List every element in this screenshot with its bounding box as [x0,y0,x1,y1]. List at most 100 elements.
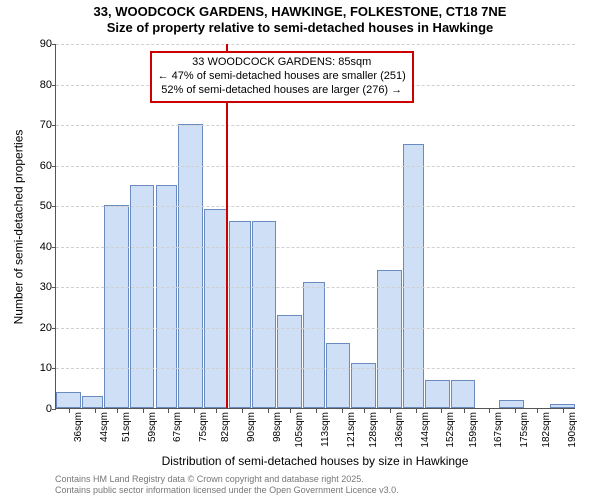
y-tick-mark [52,328,56,329]
x-tick-label: 167sqm [493,412,504,448]
y-tick-mark [52,368,56,369]
x-tick-label: 121sqm [346,412,357,448]
bar [229,221,250,408]
x-tick-label: 75sqm [198,412,209,442]
x-tick-label: 128sqm [368,412,379,448]
x-tick-label: 159sqm [468,412,479,448]
x-tick-mark [563,409,564,413]
grid-line [56,125,575,126]
y-tick-mark [52,409,56,410]
x-tick-label: 82sqm [220,412,231,442]
chart-footer: Contains HM Land Registry data © Crown c… [55,474,399,496]
info-box-line-2: ← 47% of semi-detached houses are smalle… [158,70,406,84]
y-tick-mark [52,166,56,167]
x-tick-mark [537,409,538,413]
y-tick-mark [52,247,56,248]
x-tick-label: 44sqm [99,412,110,442]
grid-line [56,368,575,369]
x-tick-label: 67sqm [172,412,183,442]
x-tick-mark [216,409,217,413]
grid-line [56,287,575,288]
bar [252,221,277,408]
x-tick-mark [441,409,442,413]
x-tick-mark [464,409,465,413]
x-tick-label: 144sqm [420,412,431,448]
y-tick-label: 20 [28,322,52,334]
x-tick-label: 175sqm [519,412,530,448]
bar [56,392,81,408]
bar [425,380,450,408]
title-line-1: 33, WOODCOCK GARDENS, HAWKINGE, FOLKESTO… [0,4,600,20]
grid-line [56,206,575,207]
x-tick-mark [489,409,490,413]
histogram-chart: 33, WOODCOCK GARDENS, HAWKINGE, FOLKESTO… [0,0,600,500]
bar [451,380,476,408]
grid-line [56,328,575,329]
x-tick-label: 36sqm [73,412,84,442]
x-tick-mark [515,409,516,413]
y-tick-label: 50 [28,200,52,212]
x-tick-label: 59sqm [147,412,158,442]
x-tick-mark [390,409,391,413]
y-tick-mark [52,85,56,86]
x-axis-label: Distribution of semi-detached houses by … [55,454,575,468]
x-tick-label: 136sqm [394,412,405,448]
title-line-2: Size of property relative to semi-detach… [0,20,600,36]
y-tick-label: 0 [28,403,52,415]
plot-area: 010203040506070809036sqm44sqm51sqm59sqm6… [55,44,575,409]
x-tick-mark [95,409,96,413]
x-tick-label: 90sqm [246,412,257,442]
bar [104,205,129,408]
x-tick-label: 152sqm [445,412,456,448]
info-box-line-3: 52% of semi-detached houses are larger (… [158,84,406,98]
grid-line [56,247,575,248]
x-tick-mark [168,409,169,413]
x-tick-label: 105sqm [294,412,305,448]
y-tick-mark [52,206,56,207]
x-tick-mark [242,409,243,413]
y-tick-mark [52,125,56,126]
bar [303,282,324,408]
x-tick-mark [194,409,195,413]
x-tick-mark [416,409,417,413]
x-tick-mark [290,409,291,413]
bar [326,343,351,408]
bar [351,363,376,408]
x-tick-mark [69,409,70,413]
bar [178,124,203,408]
x-tick-mark [316,409,317,413]
y-tick-mark [52,287,56,288]
x-tick-mark [364,409,365,413]
x-tick-label: 182sqm [541,412,552,448]
bar [499,400,524,408]
grid-line [56,166,575,167]
y-tick-label: 60 [28,160,52,172]
y-tick-label: 10 [28,362,52,374]
bar [82,396,103,408]
y-tick-mark [52,44,56,45]
y-tick-label: 30 [28,281,52,293]
y-tick-label: 70 [28,119,52,131]
chart-title: 33, WOODCOCK GARDENS, HAWKINGE, FOLKESTO… [0,4,600,37]
footer-line-1: Contains HM Land Registry data © Crown c… [55,474,399,485]
x-tick-mark [268,409,269,413]
bar [156,185,177,408]
x-tick-mark [117,409,118,413]
y-tick-label: 90 [28,38,52,50]
x-tick-label: 51sqm [121,412,132,442]
info-box-line-1: 33 WOODCOCK GARDENS: 85sqm [158,56,406,70]
bar [550,404,575,408]
bar [377,270,402,408]
x-tick-mark [143,409,144,413]
x-tick-label: 98sqm [272,412,283,442]
bar [130,185,155,408]
x-tick-label: 190sqm [567,412,578,448]
y-tick-label: 40 [28,241,52,253]
footer-line-2: Contains public sector information licen… [55,485,399,496]
bar [204,209,229,408]
y-tick-label: 80 [28,79,52,91]
grid-line [56,44,575,45]
x-tick-mark [342,409,343,413]
y-axis-label: Number of semi-detached properties [10,44,26,409]
x-tick-label: 113sqm [320,412,331,447]
